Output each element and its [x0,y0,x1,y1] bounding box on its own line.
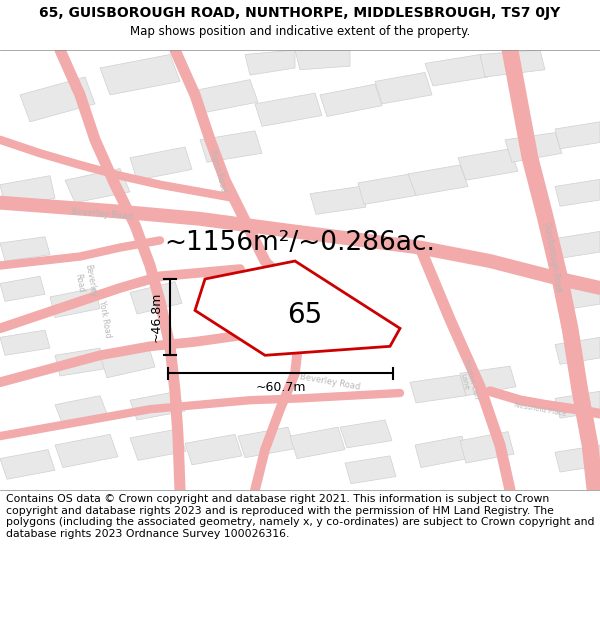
Polygon shape [195,261,400,355]
Polygon shape [130,147,192,180]
Text: Beverley Road: Beverley Road [71,207,133,221]
Polygon shape [555,284,600,311]
Polygon shape [290,427,345,459]
Polygon shape [0,330,50,355]
Polygon shape [320,84,382,116]
Polygon shape [130,429,186,461]
Polygon shape [0,276,45,301]
Polygon shape [555,122,600,149]
Polygon shape [358,174,416,204]
Polygon shape [0,237,50,261]
Polygon shape [458,149,518,180]
Text: ~1156m²/~0.286ac.: ~1156m²/~0.286ac. [164,230,436,256]
Polygon shape [505,132,562,162]
Polygon shape [185,434,242,465]
Polygon shape [408,165,468,196]
Text: Ripon Road: Ripon Road [208,149,228,194]
Polygon shape [375,72,432,104]
Text: Contains OS data © Crown copyright and database right 2021. This information is : Contains OS data © Crown copyright and d… [6,494,595,539]
Polygon shape [425,54,488,86]
Text: York Road: York Road [97,300,113,339]
Text: Beverley
Road: Beverley Road [73,264,97,300]
Polygon shape [55,396,108,426]
Text: ~60.7m: ~60.7m [255,381,306,394]
Polygon shape [238,427,295,458]
Polygon shape [345,456,396,484]
Polygon shape [55,348,105,376]
Polygon shape [460,366,516,396]
Polygon shape [245,50,295,75]
Polygon shape [555,391,600,418]
Polygon shape [130,282,182,314]
Polygon shape [480,50,545,77]
Text: 65, GUISBOROUGH ROAD, NUNTHORPE, MIDDLESBROUGH, TS7 0JY: 65, GUISBOROUGH ROAD, NUNTHORPE, MIDDLES… [40,6,560,20]
Polygon shape [20,77,95,122]
Polygon shape [555,231,600,258]
Polygon shape [0,449,55,479]
Polygon shape [0,176,55,207]
Polygon shape [50,288,100,318]
Polygon shape [255,93,322,126]
Polygon shape [555,179,600,206]
Polygon shape [200,131,262,162]
Polygon shape [460,432,514,463]
Polygon shape [555,338,600,364]
Polygon shape [415,436,468,468]
Text: ~46.8m: ~46.8m [149,292,163,342]
Polygon shape [410,375,466,403]
Polygon shape [555,445,600,472]
Polygon shape [100,54,180,95]
Text: Beverley Road: Beverley Road [299,372,361,392]
Text: 65: 65 [287,301,323,329]
Polygon shape [195,79,258,113]
Polygon shape [295,50,350,70]
Text: Morton Carr
Lane: Morton Carr Lane [457,359,479,402]
Polygon shape [55,434,118,468]
Polygon shape [310,186,366,214]
Polygon shape [340,420,392,447]
Text: Guisborough Road: Guisborough Road [542,221,563,292]
Polygon shape [100,344,155,377]
Text: Nessfield Place: Nessfield Place [514,402,566,417]
Text: Map shows position and indicative extent of the property.: Map shows position and indicative extent… [130,26,470,39]
Polygon shape [130,391,185,420]
Polygon shape [65,169,130,202]
